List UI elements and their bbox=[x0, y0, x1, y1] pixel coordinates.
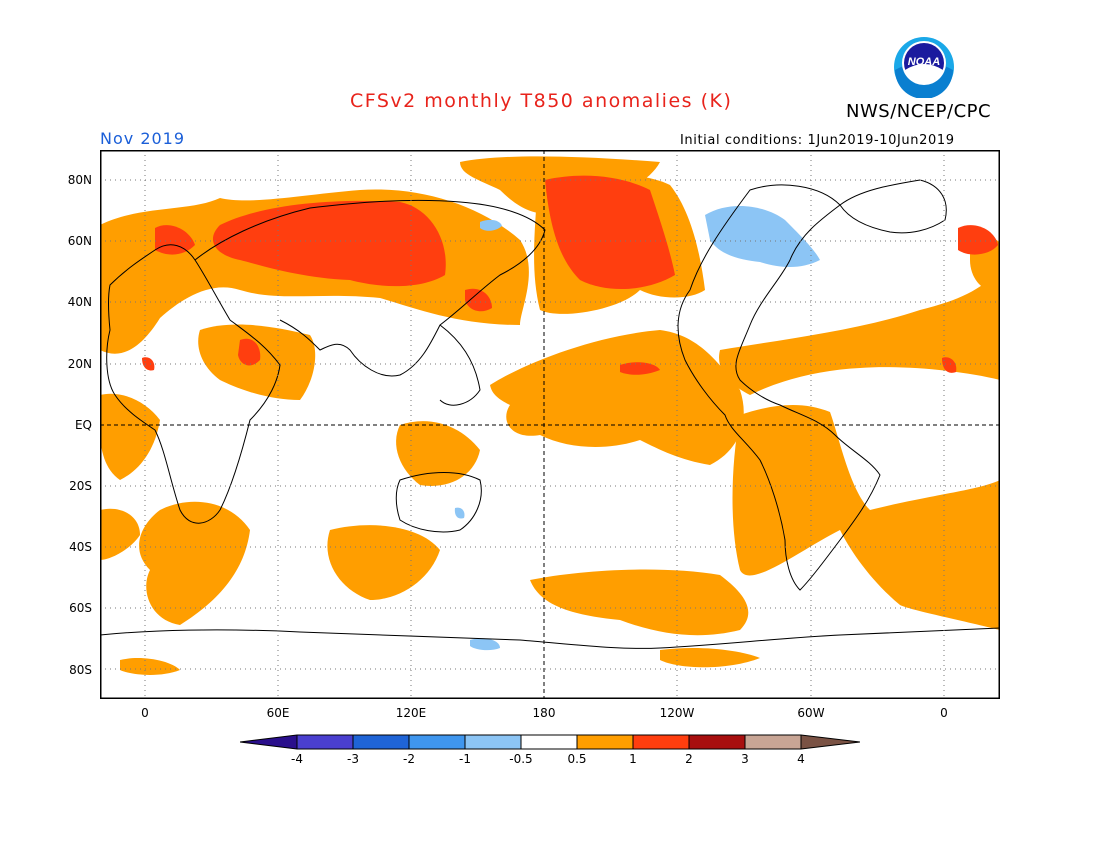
colorbar-tick-4: 4 bbox=[797, 752, 805, 766]
graticule bbox=[100, 150, 1000, 699]
lat-label-80n: 80N bbox=[67, 173, 92, 187]
coastlines bbox=[100, 179, 1000, 649]
lon-label-60e: 60E bbox=[266, 706, 290, 720]
lat-label-eq: EQ bbox=[74, 418, 92, 432]
reference-lines bbox=[100, 150, 1000, 699]
anomaly-map bbox=[100, 150, 1000, 699]
strong-anomaly-shading bbox=[142, 175, 998, 375]
colorbar-swatch-2-to-3 bbox=[689, 735, 745, 749]
colorbar-swatch-1-to-2 bbox=[633, 735, 689, 749]
lat-label-60n: 60N bbox=[67, 234, 92, 248]
colorbar-swatch-minus-2-to-minus-1 bbox=[409, 735, 465, 749]
colorbar-tick-3: 3 bbox=[741, 752, 749, 766]
colorbar-swatch-0-5-to-1 bbox=[577, 735, 633, 749]
colorbar-tick-minus-4: -4 bbox=[291, 752, 303, 766]
colorbar-swatch-minus-3-to-minus-2 bbox=[353, 735, 409, 749]
map-frame bbox=[100, 150, 1000, 699]
colorbar-swatch-3-to-4 bbox=[745, 735, 801, 749]
lon-label-180: 180 bbox=[532, 706, 556, 720]
lon-label-0-east: 0 bbox=[940, 706, 948, 720]
colorbar-swatch-above-4 bbox=[801, 735, 860, 749]
lat-label-40n: 40N bbox=[67, 295, 92, 309]
lon-label-60w: 60W bbox=[797, 706, 825, 720]
colorbar-tick-minus-2: -2 bbox=[403, 752, 415, 766]
valid-month-label: Nov 2019 bbox=[100, 129, 186, 148]
colorbar-tick-minus-3: -3 bbox=[347, 752, 359, 766]
lon-label-0: 0 bbox=[141, 706, 149, 720]
lat-label-20n: 20N bbox=[67, 357, 92, 371]
colorbar-tick-2: 2 bbox=[685, 752, 693, 766]
lat-label-40s: 40S bbox=[69, 540, 92, 554]
colorbar-swatch-minus-1-to-minus-0-5 bbox=[465, 735, 521, 749]
lat-label-20s: 20S bbox=[69, 479, 92, 493]
lon-label-120w: 120W bbox=[659, 706, 695, 720]
colorbar-tick-1: 1 bbox=[629, 752, 637, 766]
colorbar-tick-minus-1: -1 bbox=[459, 752, 471, 766]
colorbar bbox=[240, 734, 860, 750]
colorbar-tick-0-5: 0.5 bbox=[567, 752, 587, 766]
colorbar-swatch-below-minus-4 bbox=[240, 735, 297, 749]
lat-label-60s: 60S bbox=[69, 601, 92, 615]
lon-label-120e: 120E bbox=[395, 706, 427, 720]
negative-anomaly-shading bbox=[454, 205, 820, 651]
noaa-logo-text: NOAA bbox=[908, 56, 940, 68]
colorbar-tick-minus-0-5: -0.5 bbox=[509, 752, 533, 766]
initial-conditions-label: Initial conditions: 1Jun2019-10Jun2019 bbox=[680, 133, 955, 148]
lat-label-80s: 80S bbox=[69, 663, 92, 677]
chart-title: CFSv2 monthly T850 anomalies (K) bbox=[350, 90, 733, 112]
colorbar-outline bbox=[240, 734, 860, 750]
agency-label: NWS/NCEP/CPC bbox=[846, 101, 992, 122]
colorbar-swatch-neutral bbox=[521, 735, 577, 749]
noaa-logo: NOAA bbox=[894, 37, 954, 98]
colorbar-swatch-minus-4-to-minus-3 bbox=[297, 735, 353, 749]
